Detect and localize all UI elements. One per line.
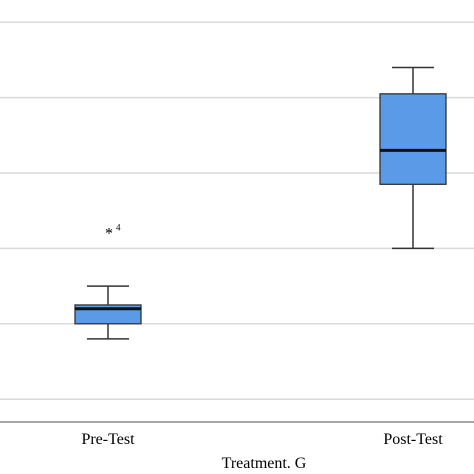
box-post-test — [379, 66, 447, 250]
box-iqr — [379, 93, 447, 185]
box-pre-test: * 4 — [74, 222, 142, 340]
outlier-label: 4 — [116, 222, 121, 232]
x-tick-labels: Pre-Test Post-Test — [81, 431, 443, 448]
x-tick-label: Post-Test — [383, 431, 443, 448]
x-tick-label: Pre-Test — [81, 431, 135, 448]
gridlines — [0, 21, 474, 400]
boxes: * 4 — [74, 66, 447, 340]
outlier-marker: * — [105, 225, 113, 242]
x-axis-title: Treatment. G — [222, 455, 307, 472]
